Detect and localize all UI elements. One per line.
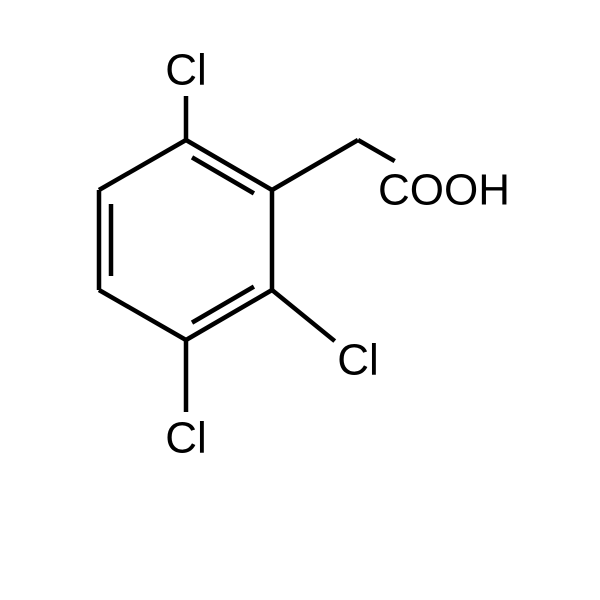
bond: [186, 290, 272, 340]
bond: [186, 140, 272, 190]
atom-label-cooh_lbl: COOH: [378, 166, 510, 215]
atom-label-cl6: Cl: [165, 46, 207, 95]
bond: [99, 140, 186, 190]
atom-label-cl2: Cl: [337, 336, 379, 385]
bond: [272, 140, 358, 190]
bond: [272, 290, 335, 341]
chemical-structure: Cl Cl Cl COOH: [0, 0, 600, 600]
bond: [358, 140, 395, 161]
atom-label-cl3: Cl: [165, 414, 207, 463]
bond: [99, 290, 186, 340]
